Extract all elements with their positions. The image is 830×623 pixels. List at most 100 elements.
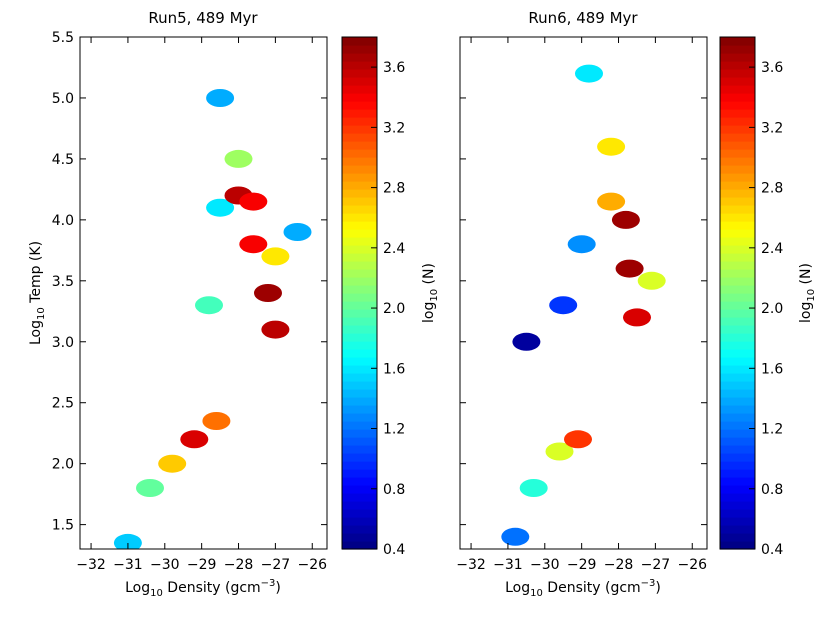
axes-frame	[79, 36, 328, 550]
panel-run6: Run6, 489 Myr −32 −31 −30 −29 −28 −27 −26 Log1…	[456, 9, 817, 599]
colorbar-segment	[342, 261, 377, 270]
colorbar-segment	[342, 301, 377, 310]
x-tick-label: −29	[187, 557, 217, 573]
colorbar-segment	[720, 77, 755, 86]
hexbin-cell	[195, 296, 223, 315]
hexbin-cell	[564, 430, 592, 449]
colorbar-segment	[720, 533, 755, 542]
colorbar-segment	[342, 85, 377, 94]
colorbar-tick-label: 0.4	[761, 542, 783, 558]
hexbin-cell	[206, 198, 235, 217]
y-tick-label: 4.0	[52, 213, 74, 229]
colorbar-segment	[720, 53, 755, 62]
colorbar-segment	[720, 157, 755, 166]
colorbar-segment	[720, 197, 755, 206]
x-tick-label: −30	[150, 557, 180, 573]
colorbar-segment	[720, 397, 755, 406]
hexbin-cell	[136, 479, 164, 497]
hexbin-cell	[567, 235, 596, 254]
colorbar-segment	[720, 349, 755, 358]
colorbar: 0.4 0.8 1.2 1.6 2.0 2.4 2.8 3.2 3.6	[341, 36, 405, 558]
colorbar-tick-label: 2.0	[761, 301, 783, 317]
colorbar-segment	[342, 173, 377, 182]
hexbin-cell	[283, 223, 312, 241]
colorbar-segment	[720, 341, 755, 350]
hexbin-cell	[261, 320, 290, 339]
x-tick-label: −26	[677, 557, 707, 573]
colorbar-label: log10 (N)	[798, 263, 817, 323]
colorbar-segment	[342, 493, 377, 502]
colorbar-segment	[342, 461, 377, 470]
colorbar-segment	[720, 429, 755, 438]
colorbar-segment	[720, 485, 755, 494]
colorbar-tick-label: 3.6	[383, 60, 405, 76]
colorbar-segment	[720, 301, 755, 310]
colorbar-segment	[720, 357, 755, 366]
colorbar-segment	[720, 133, 755, 142]
colorbar-segment	[720, 229, 755, 238]
colorbar-segment	[342, 485, 377, 494]
colorbar-segment	[720, 237, 755, 246]
colorbar-segment	[342, 349, 377, 358]
colorbar-segment	[342, 325, 377, 334]
colorbar-segment	[720, 373, 755, 382]
colorbar-segment	[342, 109, 377, 118]
colorbar-segment	[342, 341, 377, 350]
colorbar-tick-label: 2.8	[383, 181, 405, 197]
hexbin-cell	[575, 64, 603, 83]
colorbar-tick-label: 2.0	[383, 301, 405, 317]
y-axis: 1.5 2.0 2.5 3.0 3.5 4.0 4.5 5.0 5.5	[52, 30, 327, 534]
y-tick-label: 5.5	[52, 30, 74, 46]
hexbin-cell	[158, 454, 187, 473]
x-axis: −32 −31 −30 −29 −28 −27 −26	[456, 37, 707, 573]
colorbar-segment	[720, 221, 755, 230]
colorbar-segment	[342, 277, 377, 286]
colorbar-segment	[720, 469, 755, 478]
colorbar-segment	[342, 237, 377, 246]
hexbin-cell	[254, 284, 282, 302]
colorbar-segment	[720, 541, 755, 550]
colorbar-tick-label: 2.4	[761, 241, 783, 257]
colorbar-segment	[342, 205, 377, 214]
colorbar-segment	[720, 445, 755, 454]
colorbar-segment	[342, 525, 377, 534]
hexbin-cell	[261, 247, 290, 266]
colorbar-segment	[720, 477, 755, 486]
x-tick-label: −28	[604, 557, 634, 573]
colorbar-frame	[719, 36, 756, 550]
colorbar-segment	[342, 189, 377, 198]
colorbar-segment	[720, 309, 755, 318]
colorbar-segment	[342, 317, 377, 326]
colorbar-segment	[342, 157, 377, 166]
y-axis	[460, 36, 707, 526]
x-tick-label: −29	[567, 557, 597, 573]
colorbar-segment	[342, 285, 377, 294]
colorbar-segment	[342, 245, 377, 254]
colorbar-tick-label: 1.2	[383, 422, 405, 438]
chart-title: Run5, 489 Myr	[148, 9, 258, 27]
colorbar: 0.4 0.8 1.2 1.6 2.0 2.4 2.8 3.2 3.6	[719, 36, 783, 558]
colorbar-segment	[720, 69, 755, 78]
hexbin-cell	[519, 479, 548, 497]
colorbar-tick-label: 0.8	[761, 482, 783, 498]
colorbar-segment	[342, 53, 377, 62]
y-tick-label: 5.0	[52, 91, 74, 107]
colorbar-segment	[342, 117, 377, 126]
colorbar-segment	[342, 141, 377, 150]
hexbin-cell	[224, 149, 253, 168]
hexbin-cell	[615, 259, 644, 278]
hexbin-cell	[623, 308, 651, 327]
colorbar-segment	[720, 245, 755, 254]
colorbar-segment	[720, 381, 755, 390]
colorbar-segment	[342, 421, 377, 430]
hexbin-cell	[545, 442, 574, 461]
colorbar-segment	[342, 365, 377, 374]
x-tick-label: −27	[261, 557, 291, 573]
colorbar-tick-label: 1.6	[761, 361, 783, 377]
colorbar-label: log10 (N)	[421, 263, 440, 323]
colorbar-tick-label: 3.6	[761, 60, 783, 76]
hexbin-cell	[637, 271, 666, 290]
colorbar-segment	[720, 413, 755, 422]
colorbar-segment	[720, 333, 755, 342]
